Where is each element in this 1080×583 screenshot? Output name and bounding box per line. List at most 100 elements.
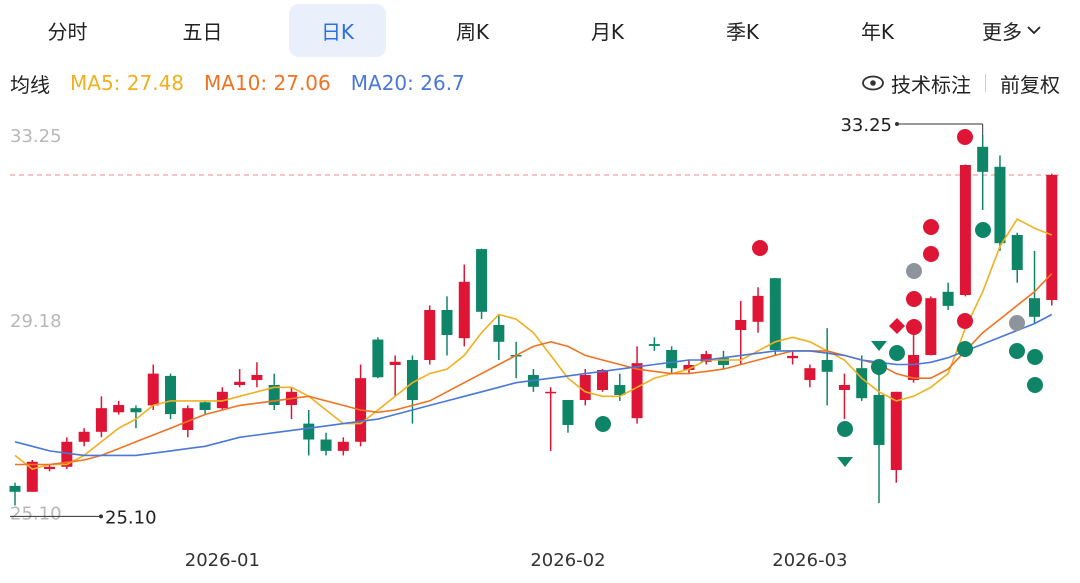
candle-body: [787, 355, 799, 359]
candle-body: [994, 166, 1006, 244]
candle-body: [838, 384, 850, 390]
candle-body: [424, 309, 436, 360]
tab-label: 周K: [455, 19, 490, 44]
chevron: [1027, 26, 1041, 35]
tab-label: 年K: [860, 19, 895, 44]
candle-body: [597, 369, 609, 390]
candle-body: [545, 391, 557, 394]
candle-body: [406, 359, 418, 400]
ma-legend: MA5: 27.48 MA10: 27.06 MA20: 26.7: [50, 71, 465, 95]
candle-body: [1029, 298, 1041, 317]
candle-body: [717, 358, 729, 365]
candle-body: [666, 349, 678, 369]
candle-body: [752, 295, 764, 322]
candle-body: [268, 384, 280, 405]
period-tab[interactable]: 日K: [270, 3, 405, 57]
candle-body: [942, 291, 954, 306]
candle-body: [78, 431, 90, 442]
candle-body: [389, 361, 401, 365]
candle-body: [44, 466, 56, 470]
indicator-bar: 均线 MA5: 27.48 MA10: 27.06 MA20: 26.7 技术标注 …: [10, 68, 1060, 98]
eye-icon: [862, 75, 884, 91]
period-tabs: 分时 五日 日K 周K 月K 季K 年K 更多: [0, 3, 1080, 57]
candle-body: [683, 364, 695, 370]
adjust-toggle[interactable]: 前复权: [1000, 72, 1060, 97]
max-annotation-dot: [895, 122, 899, 127]
max-annotation-label: 33.25: [840, 115, 892, 136]
tab-label: 五日: [182, 19, 223, 44]
candle-body: [821, 359, 833, 372]
candle-body: [977, 146, 989, 172]
candle-body: [925, 298, 937, 355]
candle-body: [234, 381, 246, 385]
candle-body: [303, 423, 315, 440]
candle-body: [458, 281, 470, 339]
ma-legend-entry: MA20: 26.7: [350, 71, 465, 95]
period-tab[interactable]: 季K: [675, 4, 810, 56]
y-tick-label: 29.18: [10, 311, 62, 332]
candle-body: [769, 278, 781, 350]
candle-body: [700, 354, 712, 362]
candle-body: [251, 374, 263, 380]
ma-legend-entry: MA5: 27.48: [70, 71, 185, 95]
candle-body: [562, 399, 574, 425]
candle-body: [182, 408, 194, 430]
divider: [985, 74, 986, 92]
min-annotation-label: 25.10: [105, 507, 157, 528]
candle-body: [856, 368, 868, 399]
period-tab[interactable]: 五日: [135, 4, 270, 56]
y-tick-label: 25.10: [10, 503, 62, 524]
tab-label: 日K: [288, 3, 387, 57]
candle-body: [631, 363, 643, 419]
candle-body: [1011, 234, 1023, 270]
candle-body: [873, 394, 885, 445]
tab-label: 季K: [725, 19, 760, 44]
candle-body: [959, 165, 971, 295]
candle-body: [130, 408, 142, 413]
candle-body: [890, 391, 902, 470]
x-tick-label: 2026-02: [530, 550, 605, 571]
candle-body: [476, 249, 488, 312]
tab-label: 更多: [982, 19, 1022, 44]
period-tab[interactable]: 更多: [945, 4, 1080, 56]
candle-body: [320, 439, 332, 451]
candle-body: [579, 374, 591, 400]
candle-body: [26, 461, 38, 492]
candle-body: [95, 408, 107, 432]
period-tab[interactable]: 分时: [0, 4, 135, 56]
indicator-options: 技术标注 前复权: [861, 69, 1060, 98]
x-tick-label: 2026-01: [185, 550, 260, 571]
candle-body: [804, 368, 816, 380]
period-tab[interactable]: 年K: [810, 4, 945, 56]
candle-body: [216, 391, 228, 409]
candle-body: [735, 319, 747, 330]
period-tab[interactable]: 月K: [540, 4, 675, 56]
y-tick-label: 33.25: [10, 126, 62, 147]
candle-body: [199, 402, 211, 410]
x-tick-label: 2026-03: [772, 550, 847, 571]
candle-body: [337, 441, 349, 451]
candle-body: [372, 339, 384, 378]
candle-body: [648, 344, 660, 346]
candle-body: [165, 375, 177, 415]
tech-marks-toggle[interactable]: 技术标注: [891, 72, 971, 97]
candle-body: [1046, 175, 1058, 300]
ma-line: [14, 218, 1053, 470]
candle-body: [147, 373, 159, 406]
candle-body: [9, 485, 21, 492]
candle-body: [614, 384, 626, 395]
indicator-title: 均线: [10, 72, 50, 97]
tab-label: 月K: [590, 19, 625, 44]
tab-label: 分时: [47, 19, 88, 44]
candle-body: [113, 404, 125, 413]
period-tab[interactable]: 周K: [405, 4, 540, 56]
candle-body: [441, 309, 453, 335]
candle-body: [61, 441, 73, 467]
min-annotation-dot: [99, 514, 103, 519]
candle-body: [908, 354, 920, 380]
signal-markers: [595, 129, 1043, 467]
candle-body: [493, 324, 505, 342]
ma-legend-entry: MA10: 27.06: [204, 71, 331, 95]
